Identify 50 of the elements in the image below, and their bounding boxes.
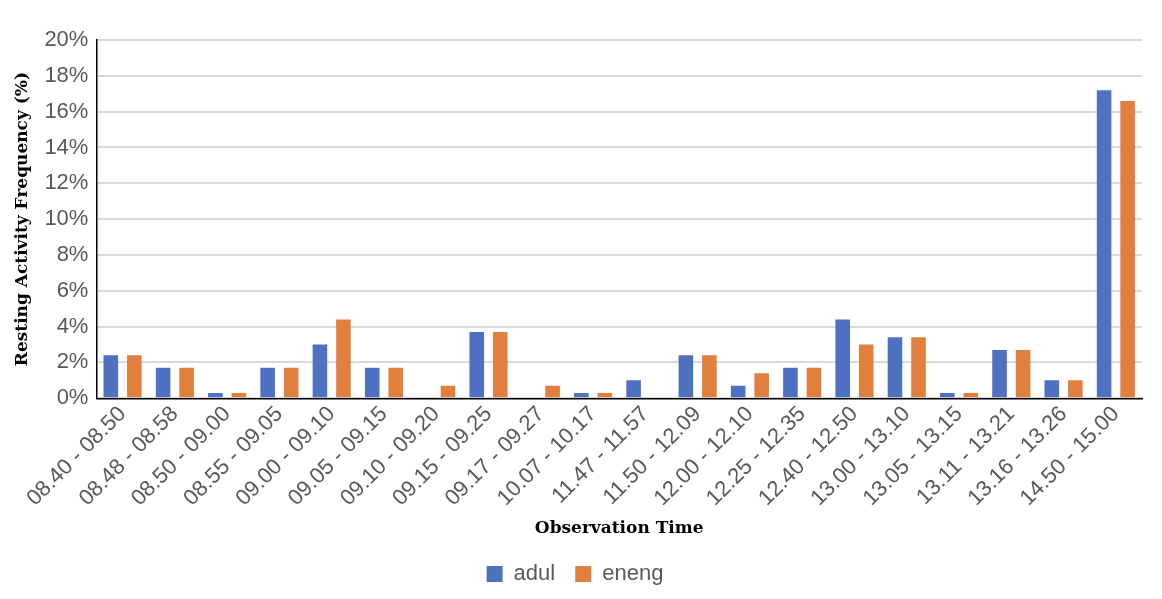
bar: [858, 344, 874, 398]
bar: [155, 367, 171, 398]
y-tick-label: 20%: [44, 26, 89, 52]
bar: [283, 367, 299, 398]
bar: [469, 331, 485, 398]
bar: [887, 337, 903, 398]
y-tick-label: 14%: [44, 133, 89, 159]
bar: [702, 355, 717, 398]
x-axis-title: Observation Time: [534, 517, 704, 538]
bar: [835, 319, 850, 398]
bar: [1096, 90, 1112, 398]
bar: [1068, 380, 1083, 398]
bar: [1015, 349, 1031, 398]
bar: [626, 380, 641, 398]
bar: [806, 367, 822, 398]
y-tick-label: 2%: [56, 348, 89, 374]
bar: [103, 355, 119, 398]
bar: [1120, 100, 1135, 398]
bar: [783, 367, 798, 398]
y-tick-label: 12%: [44, 169, 89, 195]
bar: [754, 373, 769, 398]
bar: [336, 319, 351, 398]
bar: [388, 367, 404, 398]
bar: [963, 392, 979, 398]
bar: [492, 331, 508, 398]
bar: [545, 385, 560, 398]
bar: [939, 392, 955, 398]
legend-label: adul: [513, 560, 556, 586]
bar: [127, 355, 142, 398]
bar: [730, 385, 746, 398]
y-tick-label: 16%: [44, 97, 89, 123]
bar: [678, 355, 694, 398]
bar: [312, 344, 328, 398]
bar: [364, 367, 380, 398]
bar: [574, 392, 589, 398]
y-tick-label: 10%: [44, 205, 89, 231]
bar: [208, 392, 223, 398]
y-tick-label: 6%: [56, 276, 89, 302]
bar: [1044, 380, 1060, 398]
legend-label: eneng: [602, 560, 664, 586]
y-tick-label: 18%: [44, 61, 89, 87]
bar: [440, 385, 456, 398]
bar: [260, 367, 275, 398]
y-tick-label: 8%: [56, 241, 89, 267]
y-tick-label: 4%: [56, 312, 89, 338]
bar: [179, 367, 194, 398]
y-tick-label: 0%: [56, 384, 89, 410]
bar: [911, 337, 926, 398]
bar: [992, 349, 1007, 398]
y-axis-title: Resting Activity Frequency (%): [10, 72, 31, 367]
